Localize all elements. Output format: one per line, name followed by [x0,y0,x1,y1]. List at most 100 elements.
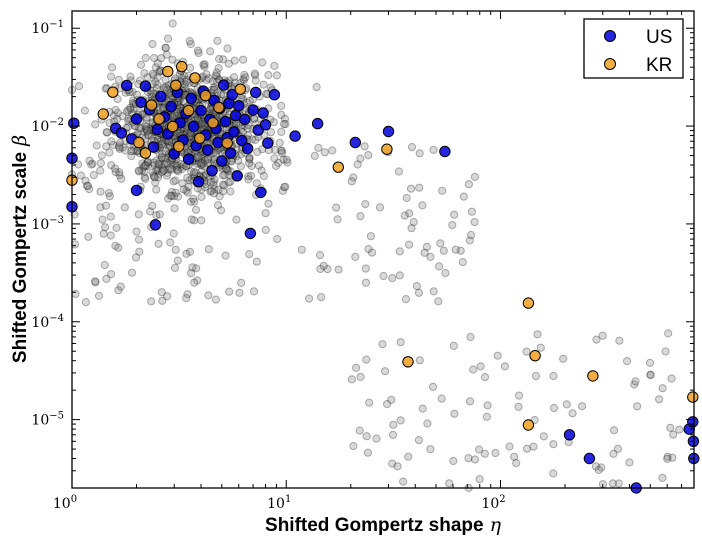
background-point [597,463,606,472]
background-point [470,455,480,464]
background-point [594,465,603,474]
background-point [168,160,177,169]
background-point [210,175,219,184]
background-point [245,250,254,259]
background-point [464,454,473,463]
background-point [226,187,235,196]
background-point [98,215,107,224]
background-point [97,151,107,160]
background-point [437,394,446,403]
background-point [450,409,459,418]
background-point [279,155,288,164]
background-point [328,146,337,155]
background-point [136,124,146,133]
background-point [134,166,143,175]
background-point [264,199,273,208]
background-point [275,138,284,147]
background-point [157,288,166,297]
background-point [139,163,148,172]
background-point [134,210,143,219]
background-point [406,184,416,193]
background-point [108,63,117,72]
point-us [195,104,207,117]
point-kr [133,136,145,149]
background-point [177,74,186,83]
background-point [251,135,260,144]
background-point [204,291,213,300]
background-point [82,181,92,190]
background-point [158,161,167,170]
background-point [323,265,332,274]
background-point [356,372,365,381]
background-point [109,140,118,150]
background-point [160,160,169,169]
background-point [154,164,163,173]
background-point [131,253,141,262]
background-point [126,105,135,114]
background-point [155,210,164,219]
background-point [169,177,178,186]
point-kr [332,161,344,173]
background-point [197,150,206,160]
background-point [211,71,220,80]
background-point [105,192,114,201]
background-point [189,194,198,203]
background-point [235,288,244,297]
background-point [101,201,111,210]
background-point [512,459,521,468]
background-point [171,160,180,169]
background-point [218,55,228,64]
point-us [135,96,147,109]
point-us [185,92,197,105]
background-point [223,44,232,53]
x-tick-label: 101 [267,494,291,512]
background-point [217,206,226,215]
background-point [74,82,84,91]
point-kr [402,356,414,368]
background-point [231,78,240,87]
background-point [144,157,153,166]
background-point [533,330,542,339]
background-point [113,114,122,124]
background-point [91,120,100,129]
background-point [240,70,249,80]
background-point [191,205,201,214]
background-point [510,452,519,461]
point-us [216,155,228,167]
background-point [154,173,163,182]
background-point [107,161,116,170]
background-point [245,154,254,163]
background-point [102,128,111,137]
background-point [170,263,180,272]
background-point [247,161,256,170]
background-point [195,157,204,166]
point-us [250,86,262,99]
background-point [271,145,280,154]
background-point [140,167,149,176]
background-point [578,402,587,411]
point-us [239,113,251,126]
background-point [164,164,173,174]
background-point [171,176,180,185]
point-us [257,107,269,119]
background-point [362,432,371,441]
background-point [213,36,222,45]
background-point [608,479,618,488]
background-point [536,343,545,352]
background-point [622,357,632,366]
background-point [89,171,98,180]
point-us [151,123,164,136]
background-point [333,215,342,224]
background-point [395,247,404,256]
background-point [176,163,185,172]
background-point [171,245,180,254]
background-point [163,34,173,43]
background-point [451,245,460,254]
background-point [351,252,360,261]
background-point [210,83,219,92]
background-point [320,148,329,157]
point-us [192,176,205,188]
background-point [278,186,287,195]
background-point [381,367,390,376]
point-kr [97,108,110,120]
